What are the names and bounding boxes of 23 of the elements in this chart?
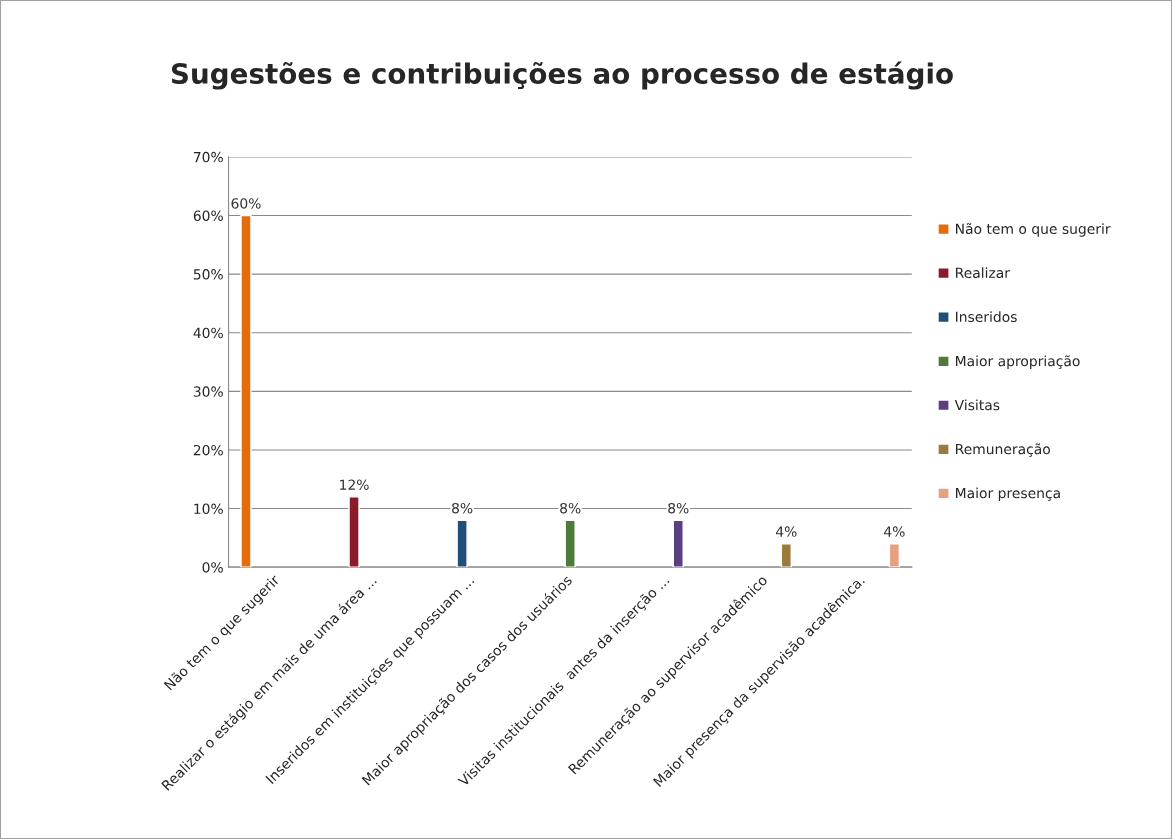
y-tick-label: 40% bbox=[193, 327, 223, 339]
data-label: 4% bbox=[884, 526, 905, 537]
data-label: 12% bbox=[340, 479, 369, 490]
y-tick-label: 20% bbox=[193, 444, 223, 456]
y-tick-label: 50% bbox=[193, 269, 223, 280]
legend-label: Maior presença bbox=[956, 487, 1060, 501]
y-tick-label: 60% bbox=[193, 210, 223, 221]
y-tick-label: 30% bbox=[193, 386, 223, 397]
legend-label: Maior apropriação bbox=[956, 355, 1080, 369]
data-label: 8% bbox=[668, 502, 689, 514]
data-label: 8% bbox=[560, 502, 581, 514]
legend-label: Inseridos bbox=[956, 311, 1017, 323]
legend-label: Não tem o que sugerir bbox=[956, 223, 1111, 237]
y-tick-label: 0% bbox=[202, 562, 223, 573]
legend-label: Realizar bbox=[956, 267, 1010, 279]
chart-title: Sugestões e contribuições ao processo de estágio bbox=[171, 61, 953, 90]
y-tick-label: 10% bbox=[194, 503, 223, 515]
data-label: 60% bbox=[231, 198, 261, 209]
legend-label: Remuneração bbox=[956, 443, 1051, 457]
data-label: 4% bbox=[775, 526, 797, 537]
data-label: 8% bbox=[452, 502, 473, 514]
y-tick-label: 70% bbox=[193, 151, 223, 163]
legend-label: Visitas bbox=[954, 399, 1000, 411]
